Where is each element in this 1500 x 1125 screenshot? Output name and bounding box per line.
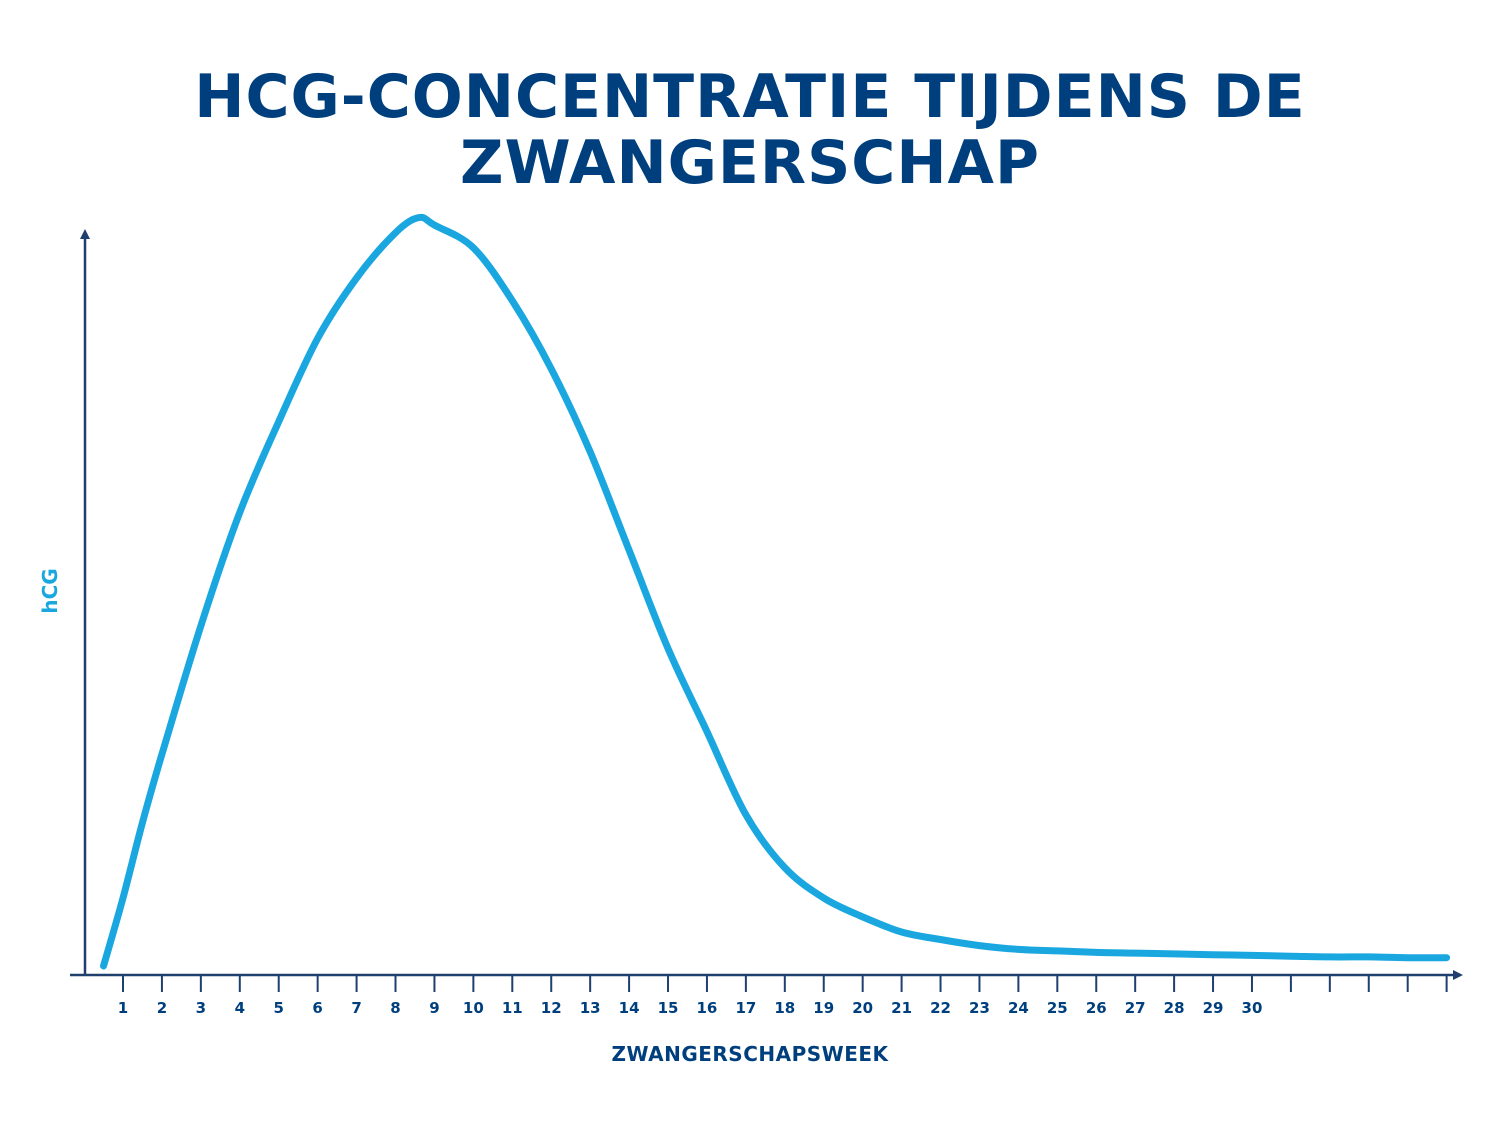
x-tick-label: 15 bbox=[658, 999, 679, 1017]
x-tick-label: 12 bbox=[541, 999, 562, 1017]
x-tick-label: 22 bbox=[930, 999, 951, 1017]
chart-title-line-1: HCG-CONCENTRATIE TIJDENS DE bbox=[194, 62, 1306, 132]
x-tick-label: 19 bbox=[813, 999, 834, 1017]
x-tick-label: 17 bbox=[735, 999, 756, 1017]
x-tick-label: 21 bbox=[891, 999, 912, 1017]
x-tick-label: 3 bbox=[196, 999, 206, 1017]
x-axis-label: ZWANGERSCHAPSWEEK bbox=[611, 1042, 889, 1066]
x-tick-label: 20 bbox=[852, 999, 873, 1017]
y-axis-label: hCG bbox=[38, 568, 62, 613]
x-tick-label: 25 bbox=[1047, 999, 1068, 1017]
x-tick-label: 4 bbox=[235, 999, 245, 1017]
x-tick-label: 26 bbox=[1086, 999, 1107, 1017]
x-tick-label: 6 bbox=[312, 999, 322, 1017]
x-tick-label: 27 bbox=[1125, 999, 1146, 1017]
x-tick-label: 7 bbox=[351, 999, 361, 1017]
x-tick-label: 1 bbox=[118, 999, 128, 1017]
x-tick-label: 29 bbox=[1203, 999, 1224, 1017]
chart-axes bbox=[70, 229, 1463, 980]
chart-title: HCG-CONCENTRATIE TIJDENS DE ZWANGERSCHAP bbox=[0, 64, 1500, 196]
x-tick-label: 23 bbox=[969, 999, 990, 1017]
x-tick-label: 30 bbox=[1242, 999, 1263, 1017]
x-tick-label: 5 bbox=[274, 999, 284, 1017]
x-tick-label: 24 bbox=[1008, 999, 1029, 1017]
x-tick-label: 28 bbox=[1164, 999, 1185, 1017]
x-axis-ticks bbox=[122, 975, 1448, 992]
x-tick-label: 16 bbox=[697, 999, 718, 1017]
x-tick-label: 14 bbox=[619, 999, 640, 1017]
x-tick-label: 13 bbox=[580, 999, 601, 1017]
x-tick-label: 2 bbox=[157, 999, 167, 1017]
x-tick-label: 10 bbox=[463, 999, 484, 1017]
chart-title-line-2: ZWANGERSCHAP bbox=[460, 128, 1040, 198]
x-tick-label: 18 bbox=[774, 999, 795, 1017]
x-tick-label: 11 bbox=[502, 999, 523, 1017]
x-axis-tick-labels: 1 2 3 4 5 6 7 8 9 10 11 12 13 14 15 16 17 18 19 20 21 22 23 24 2… bbox=[118, 999, 1263, 1017]
x-tick-label: 8 bbox=[390, 999, 400, 1017]
hcg-curve bbox=[100, 213, 1451, 970]
x-tick-label: 9 bbox=[429, 999, 439, 1017]
chart-series bbox=[100, 213, 1451, 970]
